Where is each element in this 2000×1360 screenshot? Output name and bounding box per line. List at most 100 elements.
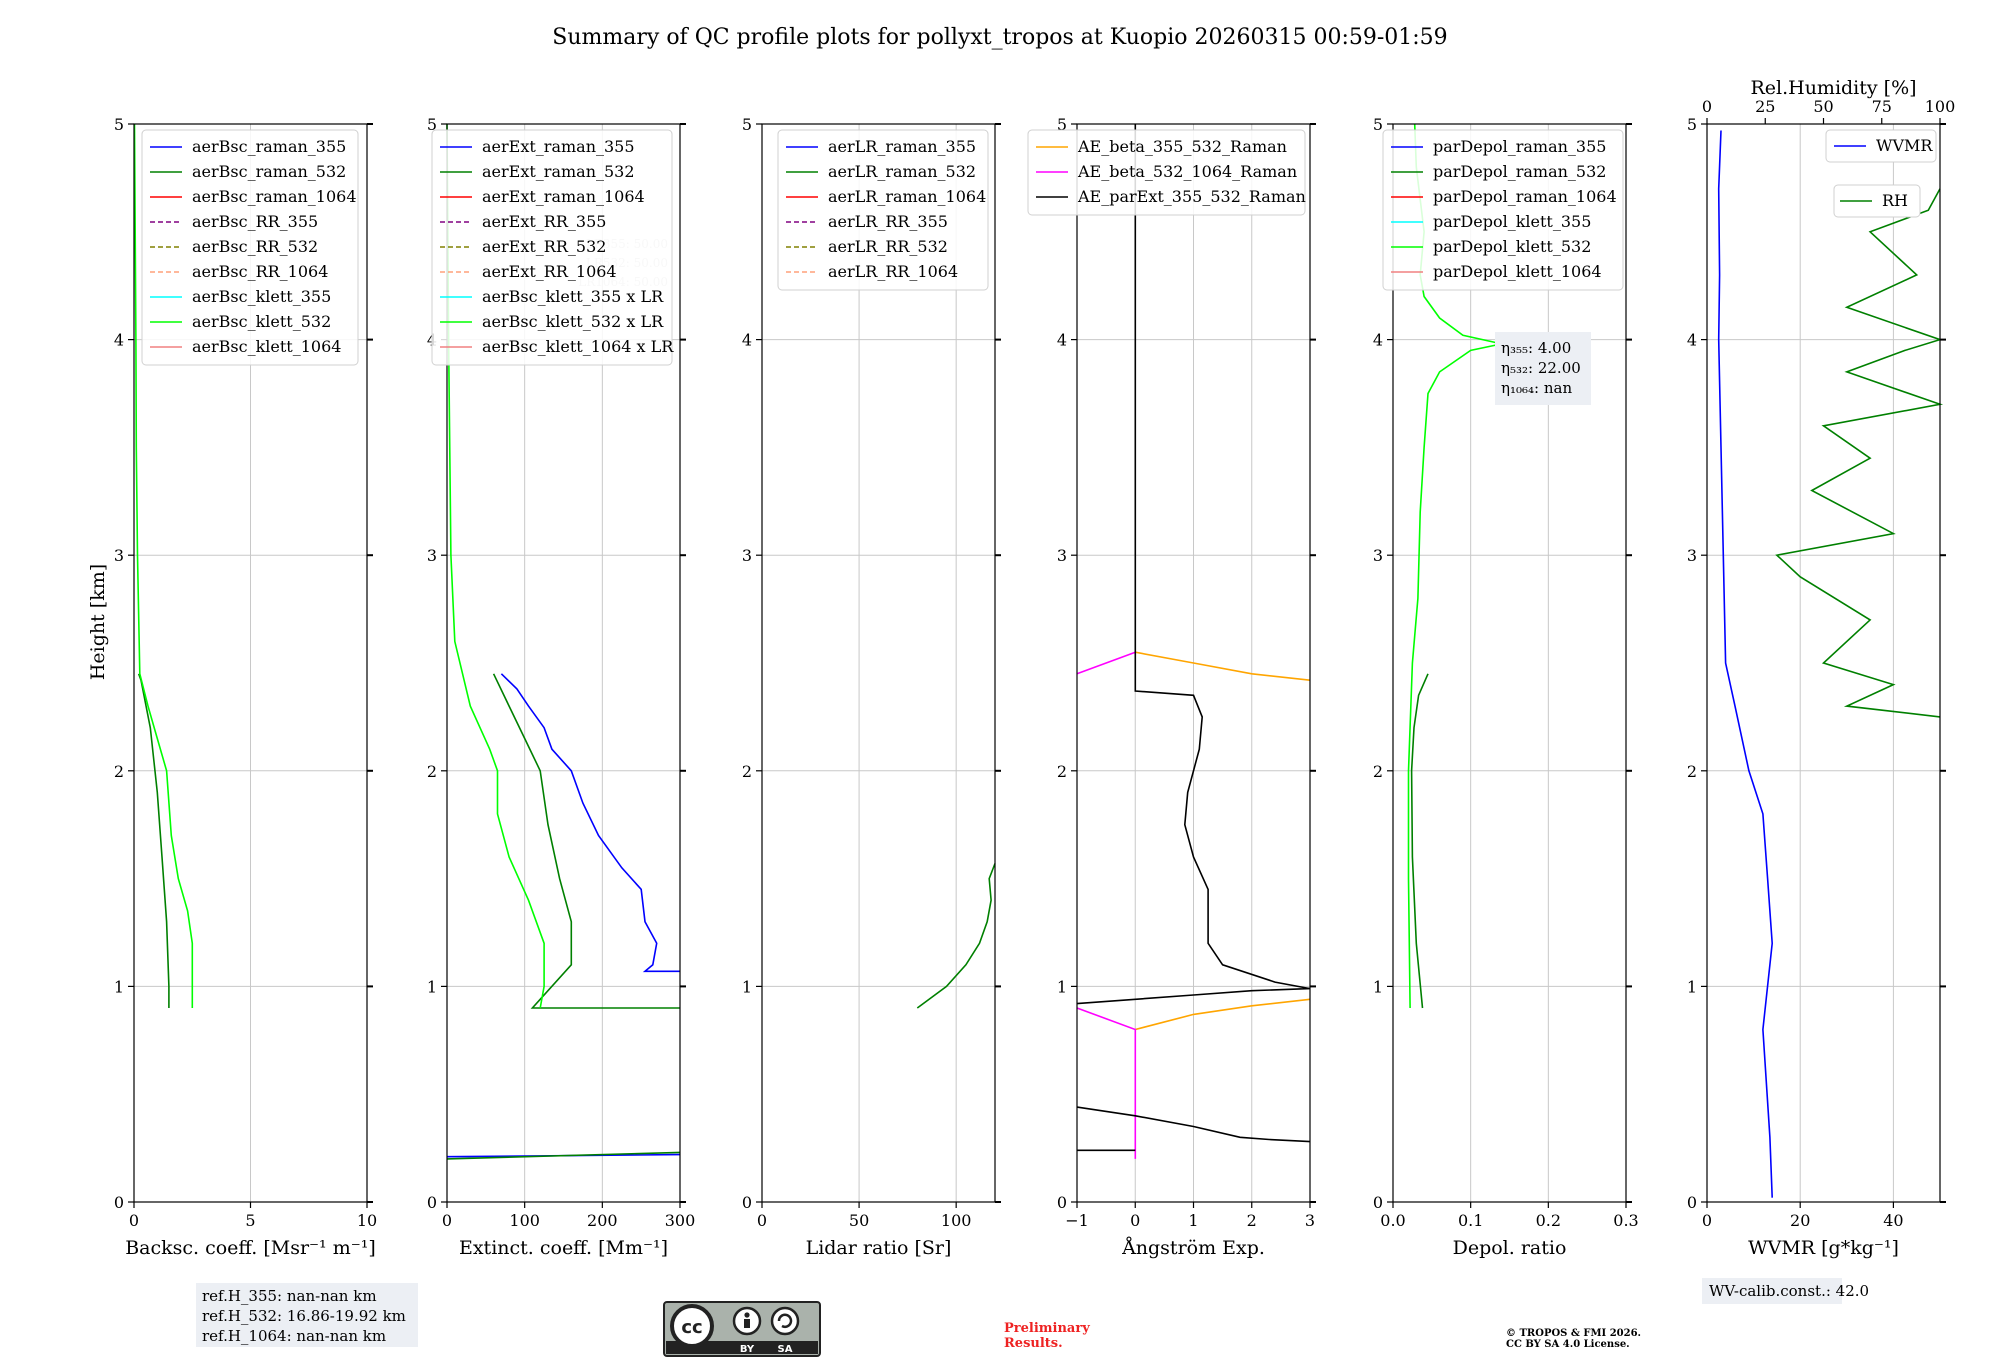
y-tick-label: 3: [427, 546, 437, 565]
legend-label: parDepol_raman_532: [1433, 162, 1606, 181]
x-tick-label: 0: [442, 1211, 452, 1230]
cc-icon: [670, 1304, 714, 1348]
legend-box: [141, 129, 359, 366]
panel-2: 0100200300012345Extinct. coeff. [Mm⁻¹]LR…: [427, 115, 695, 1259]
x-tick-label: 0: [1702, 1211, 1712, 1230]
y-tick-label: 3: [1687, 546, 1697, 565]
panel-3: 0 50 100 0 1 2 3 4 5 Lidar ratio [Sr] aerLR_raman_…: [742, 115, 1001, 1259]
legend-label: aerExt_raman_355: [482, 137, 635, 156]
legend-box: [1027, 129, 1306, 216]
legend-label: aerBsc_RR_532: [192, 237, 318, 256]
legend-label: aerBsc_raman_532: [192, 162, 346, 181]
y-tick-label: 2: [1373, 762, 1383, 781]
y-tick-label: 2: [427, 762, 437, 781]
x-axis-label: Extinct. coeff. [Mm⁻¹]: [459, 1237, 668, 1259]
wv-calib-text: WV-calib.const.: 42.0: [1709, 1282, 1869, 1300]
x-tick-label: 0: [1130, 1211, 1140, 1230]
legend-label: aerExt_raman_1064: [482, 187, 645, 206]
legend-label: aerExt_RR_1064: [482, 262, 617, 281]
legend-label: aerBsc_klett_532: [192, 312, 331, 331]
legend-box: [1382, 129, 1624, 291]
copyright-line-2: CC BY SA 4.0 License.: [1506, 1339, 1630, 1350]
y-tick-label: 4: [114, 331, 124, 350]
preliminary-line-1: Preliminary: [1004, 1321, 1090, 1336]
legend-label: aerBsc_klett_355 x LR: [482, 287, 664, 306]
legend-label: aerLR_raman_532: [828, 162, 976, 181]
x-tick-label: 0.0: [1380, 1211, 1405, 1230]
series-aerExt_raman_532: [492, 673, 680, 1009]
x-tick-label: 50: [849, 1211, 869, 1230]
y-tick-label: 5: [742, 115, 752, 134]
legend-label: parDepol_klett_355: [1433, 212, 1591, 231]
series-parDepol_raman_532: [1410, 673, 1429, 1009]
legend-label: aerLR_raman_355: [828, 137, 976, 156]
panel-6: 0 20 40 0 1 2 3 4 5 WVMR [g*kg⁻¹] 0 25 50 75 100 Rel.Hu…: [1687, 77, 1955, 1259]
y-axis-label: Height [km]: [87, 564, 109, 680]
legend-label: parDepol_klett_1064: [1433, 262, 1602, 281]
y-tick-label: 0: [427, 1193, 437, 1212]
legend-box: [431, 129, 673, 366]
y-tick-label: 5: [427, 115, 437, 134]
x-tick-label: 40: [1883, 1211, 1903, 1230]
y-tick-label: 5: [1373, 115, 1383, 134]
series-aerBsc_klett_532 x LR: [446, 123, 545, 1009]
x-tick-label: 0.3: [1613, 1211, 1638, 1230]
y-tick-label: 1: [1057, 977, 1067, 996]
y-tick-label: 3: [742, 546, 752, 565]
legend-label: aerBsc_klett_1064: [192, 337, 341, 356]
x-axis-label: Depol. ratio: [1453, 1237, 1567, 1259]
legend-label: aerLR_raman_1064: [828, 187, 986, 206]
y-tick-label: 4: [742, 331, 752, 350]
legend-label: AE_parExt_355_532_Raman: [1077, 187, 1306, 206]
svg-text:cc: cc: [681, 1317, 702, 1338]
x-axis-label: WVMR [g*kg⁻¹]: [1748, 1237, 1899, 1259]
legend-label: AE_beta_532_1064_Raman: [1077, 162, 1297, 181]
svg-text:SA: SA: [778, 1344, 793, 1355]
legend-label: parDepol_klett_532: [1433, 237, 1591, 256]
legend-label: aerLR_RR_532: [828, 237, 948, 256]
legend-box: [1825, 129, 1937, 163]
axes-frame: [1392, 123, 1627, 1203]
series-aerBsc_raman_532: [137, 673, 170, 1008]
x-tick-label: 200: [587, 1211, 618, 1230]
legend-label: aerExt_raman_532: [482, 162, 635, 181]
y-tick-label: 1: [1373, 977, 1383, 996]
y-tick-label: 2: [114, 762, 124, 781]
wv-calib-box: WV-calib.const.: 42.0: [1702, 1278, 1869, 1304]
series-aerExt_raman_355: [500, 673, 680, 973]
legend-label: aerLR_RR_355: [828, 212, 948, 231]
series-AE_beta_355_532_Raman_low: [1135, 998, 1311, 1031]
y-tick-label: 5: [1687, 115, 1697, 134]
eta-annotation-line: η₅₃₂: 22.00: [1501, 359, 1581, 377]
x2-axis-label: Rel.Humidity [%]: [1750, 77, 1916, 99]
legend-label: aerBsc_klett_355: [192, 287, 331, 306]
legend-label: aerBsc_raman_1064: [192, 187, 357, 206]
x-axis-label: Backsc. coeff. [Msr⁻¹ m⁻¹]: [125, 1237, 376, 1259]
preliminary-line-2: Results.: [1004, 1336, 1063, 1351]
cc-license-badge: cc BY SA: [663, 1301, 821, 1357]
series-AE_parExt_355_532_Raman: [1076, 124, 1311, 1005]
x-tick-label: 1: [1188, 1211, 1198, 1230]
legend-box: [1833, 184, 1921, 218]
eta-annotation-line: η₁₀₆₄: nan: [1501, 379, 1572, 397]
y-tick-label: 2: [1057, 762, 1067, 781]
panel-1: 0 5 10 0 1 2 3 4 5 Backsc. coeff. [Msr⁻¹ m⁻¹] aerB…: [114, 115, 377, 1259]
x-tick-label: 0: [129, 1211, 139, 1230]
y-tick-label: 3: [114, 546, 124, 565]
x-tick-label: 20: [1790, 1211, 1810, 1230]
x-tick-label: 10: [357, 1211, 377, 1230]
y-tick-label: 0: [1687, 1193, 1697, 1212]
legend-label: aerBsc_klett_1064 x LR: [482, 337, 674, 356]
y-tick-label: 5: [114, 115, 124, 134]
series-aerBsc_klett_532: [133, 123, 194, 1008]
ref-height-532: ref.H_532: 16.86-19.92 km: [202, 1307, 406, 1325]
legend-label: AE_beta_355_532_Raman: [1077, 137, 1287, 156]
series-RH: [1775, 188, 1944, 718]
x2-tick-label: 100: [1925, 97, 1956, 116]
legend-label: aerExt_RR_355: [482, 212, 606, 231]
y-tick-label: 2: [1687, 762, 1697, 781]
x2-tick-label: 75: [1872, 97, 1892, 116]
legend-label: WVMR: [1876, 136, 1933, 155]
legend-label: parDepol_raman_1064: [1433, 187, 1617, 206]
